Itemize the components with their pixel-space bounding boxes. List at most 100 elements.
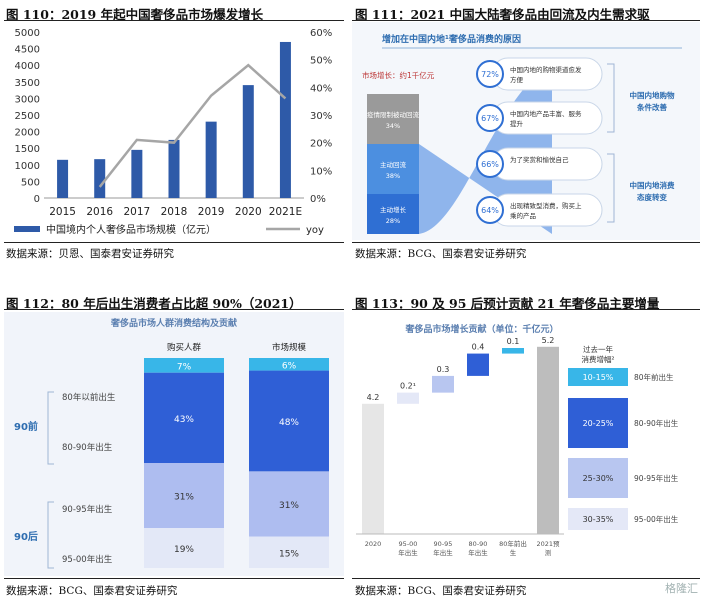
fig113-source: 数据来源：BCG、国泰君安证券研究 (355, 585, 527, 597)
y2-tick-label: 20% (310, 139, 332, 150)
x-tick-label: 生 (510, 548, 517, 557)
bar (242, 85, 254, 198)
data-label: 31% (279, 501, 299, 511)
reason-pct: 66% (481, 160, 499, 169)
reason-text: 提升 (510, 119, 524, 128)
waterfall-bar (537, 346, 559, 534)
stack-label: 主动回流 (380, 160, 407, 169)
data-label: 4.2 (367, 393, 380, 402)
panel-title: 增加在中国内地¹奢侈品消费的原因 (382, 33, 521, 45)
stack-value: 28% (386, 217, 400, 225)
stack-segment (367, 94, 419, 144)
fig110-source: 数据来源：贝恩、国泰君安证券研究 (6, 248, 174, 260)
group-label: 90后 (14, 530, 38, 543)
y-tick-label: 4000 (15, 61, 40, 72)
x-tick-label: 2020 (235, 206, 262, 218)
x-tick-label: 年出生 (398, 548, 418, 557)
legend-header: 过去一年 (583, 344, 613, 354)
row-label: 80年以前出生 (62, 392, 116, 403)
y2-tick-label: 50% (310, 56, 332, 67)
legend-label: 95-00年出生 (634, 514, 679, 524)
stack-segment (249, 358, 329, 371)
legend-label-bar: 中国境内个人奢侈品市场规模（亿元） (46, 223, 216, 236)
stack-segment (249, 370, 329, 472)
reason-pct: 67% (481, 114, 499, 123)
y-tick-label: 3000 (15, 94, 40, 105)
bracket (47, 501, 54, 569)
stack-value: 34% (386, 122, 400, 130)
bracket (607, 153, 615, 223)
data-label: 7% (177, 362, 192, 372)
x-tick-label: 测 (545, 549, 552, 557)
data-label: 43% (174, 415, 194, 425)
legend-label: 80-90年出生 (634, 418, 679, 428)
reason-circle (476, 60, 504, 88)
fig110-title: 图 110：2019 年起中国奢侈品市场爆发增长 (6, 7, 264, 22)
y-tick-label: 1500 (15, 144, 40, 155)
x-tick-label: 2021E (269, 206, 302, 218)
y-tick-label: 3500 (15, 78, 40, 89)
row-label: 80-90年出生 (62, 442, 113, 453)
bar (57, 159, 69, 198)
row-label: 90-95年出生 (62, 504, 113, 515)
y2-tick-label: 60% (310, 28, 332, 39)
x-tick-label: 2015 (49, 206, 76, 218)
bracket (47, 391, 54, 465)
growth-label: 市场增长：约1千亿元 (362, 70, 435, 80)
legend-block (568, 398, 628, 448)
reason-pill (491, 147, 603, 181)
y2-tick-label: 30% (310, 111, 332, 122)
legend-swatch-bar (14, 226, 40, 232)
reason-pill (491, 101, 603, 135)
x-tick-label: 2021预 (536, 539, 560, 548)
stack-segment (144, 358, 224, 373)
stack-segment (367, 194, 419, 234)
legend-label: 80年前出生 (634, 372, 674, 382)
data-label: 0.4 (472, 343, 485, 352)
stack-segment (249, 471, 329, 537)
data-label: 15% (279, 549, 299, 559)
bar (94, 159, 106, 198)
reason-text: 乘的产品 (510, 211, 536, 220)
waterfall-bar (467, 353, 489, 376)
reason-pct: 72% (481, 70, 499, 79)
reason-circle (476, 104, 504, 132)
reason-text: 方便 (510, 75, 524, 84)
group-label: 中国内地购物 (630, 90, 675, 100)
column-header: 市场规模 (272, 342, 307, 353)
reason-text: 出现精致型消费，购买上 (510, 201, 582, 210)
x-tick-label: 2016 (86, 206, 113, 218)
x-tick-label: 年出生 (468, 548, 488, 557)
fig111-source: 数据来源：BCG、国泰君安证券研究 (355, 248, 527, 260)
x-tick-label: 2019 (198, 206, 225, 218)
data-label: 31% (174, 493, 194, 503)
legend-range: 30-35% (583, 515, 614, 524)
legend-range: 10-15% (583, 373, 614, 382)
waterfall-bar (362, 403, 384, 534)
x-tick-label: 年出生 (433, 548, 453, 557)
data-label: 6% (282, 361, 297, 371)
x-tick-label: 90-95 (434, 540, 453, 548)
reason-pill (491, 193, 603, 227)
y-tick-label: 1000 (15, 161, 40, 172)
y-tick-label: 0 (34, 194, 40, 205)
legend-label: 90-95年出生 (634, 473, 679, 483)
reason-text: 为了奖赏和愉悦自己 (510, 155, 569, 164)
legend-block (568, 368, 628, 386)
y-tick-label: 5000 (15, 28, 40, 39)
bar (168, 139, 180, 198)
yoy-line (98, 63, 287, 188)
stack-segment (144, 463, 224, 529)
group-label: 中国内地消费 (630, 180, 675, 190)
legend-range: 20-25% (583, 419, 614, 428)
stack-segment (367, 144, 419, 194)
stack-segment (249, 536, 329, 568)
y-tick-label: 2000 (15, 128, 40, 139)
reason-text: 中国内地产品丰富、服务 (510, 109, 582, 118)
data-label: 5.2 (542, 336, 555, 345)
y-tick-label: 2500 (15, 111, 40, 122)
group-label: 态度转变 (637, 192, 667, 202)
x-tick-label: 2020 (365, 540, 382, 548)
